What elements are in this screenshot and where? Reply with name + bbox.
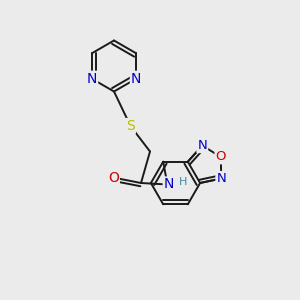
Text: N: N [87, 72, 97, 86]
Text: N: N [164, 178, 174, 191]
Text: N: N [197, 139, 207, 152]
Text: S: S [126, 119, 135, 133]
Text: O: O [215, 150, 226, 164]
Text: H: H [179, 177, 187, 187]
Text: N: N [131, 72, 141, 86]
Text: N: N [216, 172, 226, 185]
Text: O: O [108, 171, 119, 184]
